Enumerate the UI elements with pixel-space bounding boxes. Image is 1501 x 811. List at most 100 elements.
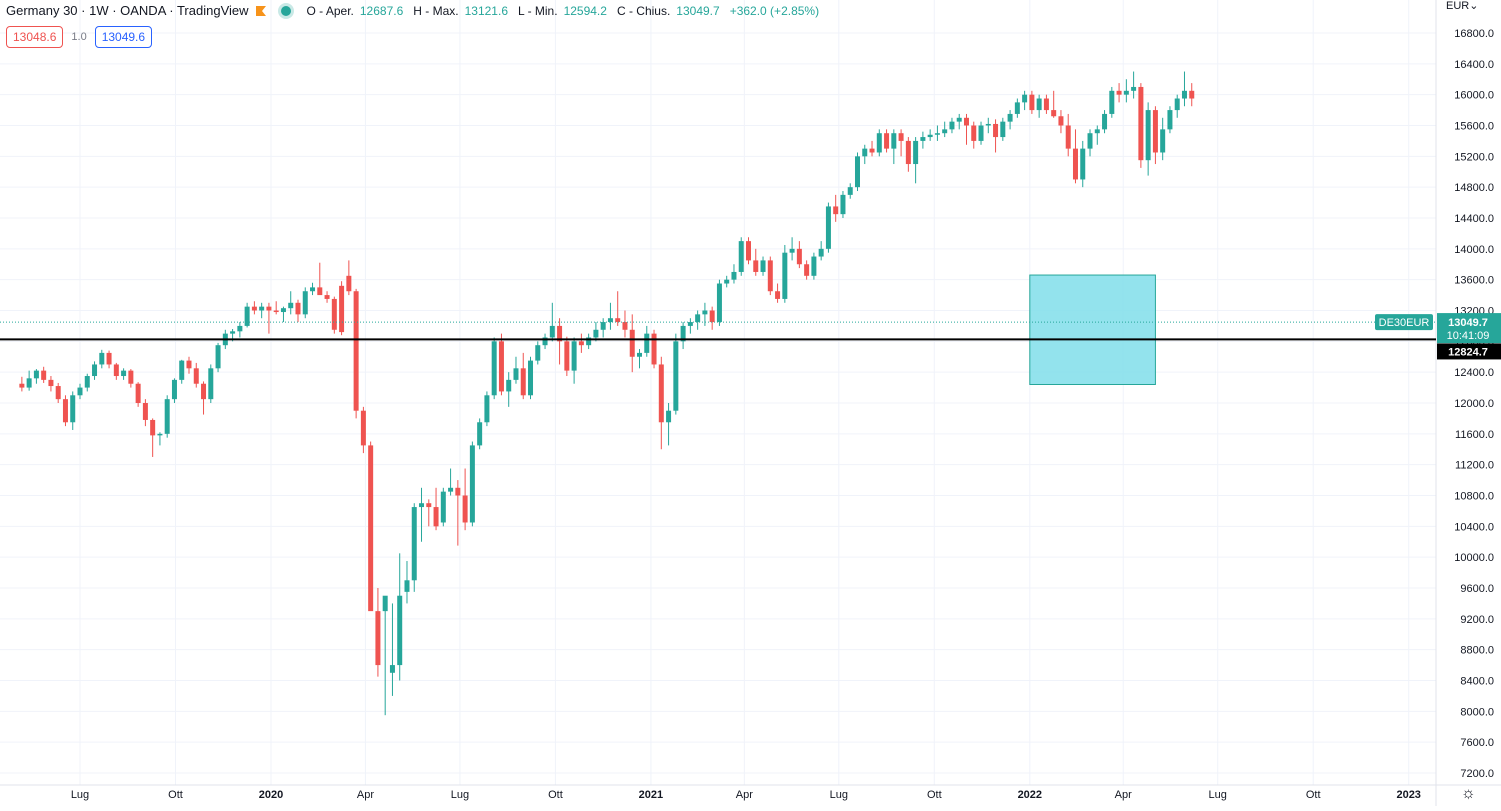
candle-body <box>1000 121 1006 138</box>
candle-body <box>854 156 860 188</box>
symbol-badge-label: DE30EUR <box>1379 317 1430 329</box>
candle-body <box>1152 110 1158 153</box>
candle-body <box>1123 90 1129 95</box>
candle-body <box>818 248 824 257</box>
line-price-badge-label: 12824.7 <box>1448 346 1488 358</box>
candle-body <box>1167 110 1173 130</box>
candle-body <box>825 206 831 249</box>
buy-sell-quotes: 13048.6 1.0 13049.6 <box>6 26 153 48</box>
x-tick-label: 2020 <box>259 789 283 801</box>
candle-body <box>789 248 795 253</box>
x-tick-label: Apr <box>1115 789 1132 801</box>
candle-body <box>913 140 919 165</box>
candle-body <box>1043 98 1049 111</box>
candle-body <box>615 318 621 323</box>
x-tick-label: Ott <box>1306 789 1321 801</box>
y-tick-label: 7200.0 <box>1460 768 1494 780</box>
candle-body <box>382 595 388 612</box>
candle-body <box>666 410 672 423</box>
candle-body <box>920 137 926 141</box>
y-tick-label: 8000.0 <box>1460 706 1494 718</box>
y-tick-label: 10400.0 <box>1454 521 1494 533</box>
candle-body <box>368 445 374 612</box>
candle-body <box>927 134 933 138</box>
candle-body <box>542 337 548 346</box>
price-badge-label: 13049.7 <box>1448 317 1488 329</box>
candle-body <box>150 419 156 436</box>
chevron-down-icon: ⌄ <box>1469 0 1479 12</box>
candle-body <box>1145 110 1151 161</box>
candle-body <box>317 287 323 296</box>
candle-body <box>186 360 192 369</box>
low-value: 12594.2 <box>563 3 607 18</box>
candle-body <box>1014 102 1020 114</box>
candle-body <box>607 318 613 323</box>
candle-body <box>535 345 541 361</box>
open-value: 12687.6 <box>359 3 404 18</box>
candle-body <box>985 123 991 126</box>
candle-body <box>426 503 432 508</box>
symbol-title[interactable]: Germany 30 · 1W · OANDA · TradingView <box>6 3 249 18</box>
y-tick-label: 16000.0 <box>1454 90 1494 102</box>
candle-body <box>520 368 526 396</box>
candle-body <box>731 271 737 280</box>
close-value: 13049.7 <box>676 3 720 18</box>
change-value: +362.0 (+2.85%) <box>729 3 820 18</box>
candle-body <box>1029 94 1035 111</box>
candle-body <box>288 302 294 309</box>
candle-body <box>934 133 940 135</box>
currency-selector[interactable]: EUR⌄ <box>1446 0 1478 12</box>
candle-body <box>113 364 119 377</box>
candle-body <box>637 352 643 357</box>
candle-body <box>171 379 177 400</box>
candle-body <box>600 322 606 330</box>
candle-body <box>251 306 257 311</box>
candle-body <box>898 133 904 141</box>
candle-body <box>353 291 359 411</box>
candle-body <box>128 370 134 384</box>
candle-body <box>993 123 999 138</box>
y-tick-label: 12000.0 <box>1454 398 1494 410</box>
candle-body <box>106 352 112 365</box>
candle-body <box>84 376 90 388</box>
market-open-dot-icon <box>280 5 291 16</box>
gear-icon[interactable]: ☼ <box>1461 785 1476 802</box>
candle-body <box>971 125 977 141</box>
y-tick-label: 8400.0 <box>1460 676 1494 688</box>
close-label: C - Chius. <box>616 3 671 18</box>
candle-body <box>956 117 962 122</box>
candle-body <box>1102 113 1108 130</box>
open-label: O - Aper. <box>306 3 354 18</box>
candle-body <box>259 306 265 311</box>
candle-body <box>1022 94 1028 103</box>
y-tick-label: 10800.0 <box>1454 491 1494 503</box>
candle-body <box>862 148 868 157</box>
line-price-badge <box>1437 343 1501 360</box>
sell-button[interactable]: 13048.6 <box>6 26 64 48</box>
candle-body <box>48 379 54 387</box>
y-tick-label: 11600.0 <box>1455 429 1494 441</box>
currency-label: EUR <box>1446 0 1470 12</box>
x-tick-label: Ott <box>927 789 942 801</box>
candle-body <box>1138 86 1144 161</box>
candle-body <box>1036 98 1042 111</box>
buy-button[interactable]: 13049.6 <box>94 26 153 48</box>
candle-body <box>1131 86 1137 91</box>
flag-icon[interactable] <box>255 5 267 17</box>
candle-body <box>571 341 577 371</box>
candle-body <box>753 260 759 272</box>
candle-body <box>157 433 163 436</box>
candle-body <box>469 445 475 523</box>
candle-body <box>99 352 105 365</box>
candle-body <box>578 341 584 346</box>
highlight-zone[interactable] <box>1029 274 1156 385</box>
y-tick-label: 15600.0 <box>1454 121 1494 133</box>
candle-body <box>164 399 170 434</box>
candle-body <box>266 306 272 311</box>
candle-body <box>884 133 890 149</box>
candle-body <box>360 410 366 446</box>
candle-body <box>419 503 425 508</box>
candle-body <box>1116 90 1122 95</box>
